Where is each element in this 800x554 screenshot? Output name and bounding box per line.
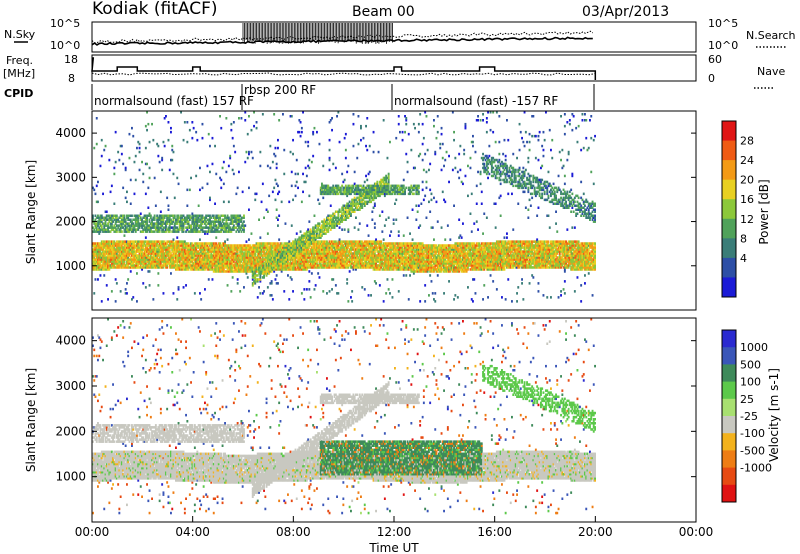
power-ytick-label: 1000 [55,259,86,273]
power-cbar-tick: 12 [740,213,754,226]
x-axis-title: Time UT [368,541,419,554]
velocity-cbar-tick: -25 [740,410,758,423]
velocity-cbar-swatch [722,433,736,451]
nave-label: Nave [757,65,785,78]
velocity-cbar-tick: 25 [740,393,754,406]
velocity-ylabel: Slant Range [km] [24,368,38,472]
cpid-row: CPID normalsound (fast) 157 RF rbsp 200 … [4,83,595,110]
velocity-panel: 1000 2000 3000 4000 Slant Range [km] 1000 50… [24,317,781,523]
freq-label: Freq. [6,54,33,67]
velocity-cbar-swatch [722,484,736,503]
x-tick-label: 00:00 [679,525,714,539]
noise-tick-bottom-right: 10^0 [708,39,738,52]
velocity-ytick-label: 4000 [55,334,86,348]
freq-unit-label: [MHz] [3,67,35,80]
velocity-cbar-swatch [722,330,736,348]
power-cbar-tick: 16 [740,193,754,206]
power-cbar-swatch [722,257,736,278]
nsearch-label: N.Search [746,29,796,42]
velocity-cbar-swatch [722,467,736,486]
power-cbar-swatch [722,121,736,142]
velocity-cbar-tick: -1000 [740,462,772,475]
x-axis: 00:00 04:00 08:00 12:00 16:00 20:00 00:00 Time… [75,516,714,554]
power-cbar-tick: 20 [740,174,754,187]
velocity-cbar-title: Velocity [m s-1] [767,368,781,462]
x-tick-label: 16:00 [477,525,512,539]
power-cbar-swatch [722,140,736,161]
x-tick-label: 08:00 [276,525,311,539]
power-panel: 1000 2000 3000 4000 Slant Range [km] 28 24 20… [24,110,771,311]
noise-tick-top-left: 10^5 [50,17,80,30]
power-ytick-label: 2000 [55,215,86,229]
cpid-segment-2: rbsp 200 RF [244,83,316,97]
velocity-cbar-swatch [722,364,736,383]
power-cbar-swatch [722,199,736,220]
power-cbar-swatch [722,179,736,200]
velocity-cbar-tick: -500 [740,444,765,457]
freq-line [91,57,597,81]
velocity-cbar-tick: 1000 [740,341,768,354]
nave-line [91,72,596,76]
noise-tick-top-right: 10^5 [708,17,738,30]
power-cbar-swatch [722,238,736,259]
cpid-segment-3: normalsound (fast) -157 RF [394,94,558,108]
velocity-cbar-tick: -100 [740,427,765,440]
x-tick-label: 12:00 [377,525,412,539]
velocity-ytick-label: 2000 [55,424,86,438]
cpid-label: CPID [4,87,33,100]
freq-tick-bottom: 8 [68,72,75,85]
freq-tick-top: 18 [64,53,78,66]
power-ytick-label: 3000 [55,170,86,184]
x-tick-label: 00:00 [75,525,110,539]
velocity-cbar-swatch [722,450,736,469]
cpid-segment-1: normalsound (fast) 157 RF [94,94,254,108]
velocity-cbar-swatch [722,347,736,365]
power-cbar-swatch [722,277,736,298]
nave-tick-bottom: 0 [708,72,715,85]
velocity-cbar-swatch [722,381,736,400]
power-ytick-label: 4000 [55,126,86,140]
freq-panel: Freq. [MHz] 18 8 60 0 Nave [3,53,785,89]
nsky-label: N.Sky [4,28,36,41]
noise-panel: N.Sky 10^5 10^0 10^5 10^0 N.Search [4,17,796,53]
velocity-cbar-tick: 500 [740,358,761,371]
velocity-cbar-tick: 100 [740,376,761,389]
power-cbar-swatch [722,218,736,239]
power-ylabel: Slant Range [km] [24,160,38,264]
date-label: 03/Apr/2013 [582,4,669,20]
velocity-ytick-label: 1000 [55,470,86,484]
power-cbar-tick: 4 [740,252,747,265]
radar-name: Kodiak (fitACF) [92,0,218,19]
beam-label: Beam 00 [352,4,415,20]
x-tick-label: 20:00 [578,525,613,539]
power-cbar-tick: 24 [740,154,754,167]
power-cbar-tick: 8 [740,232,747,245]
velocity-ytick-label: 3000 [55,379,86,393]
nave-tick-top: 60 [708,53,722,66]
velocity-cbar-swatch [722,398,736,417]
velocity-cbar-swatch [722,416,736,434]
power-cbar-tick: 28 [740,135,754,148]
noise-tick-bottom-left: 10^0 [50,39,80,52]
power-cbar-swatch [722,160,736,181]
x-tick-label: 04:00 [175,525,210,539]
power-cbar-title: Power [dB] [757,179,771,244]
